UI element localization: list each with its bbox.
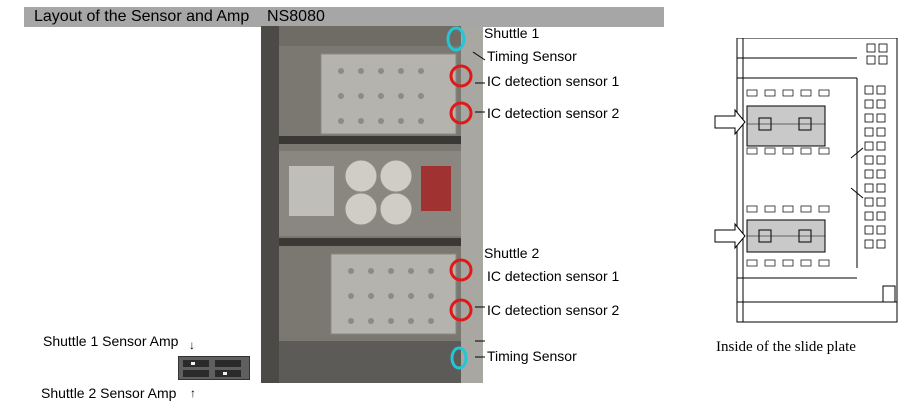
sensor-amp-photo [178, 356, 250, 380]
timing-sensor-2-label: Timing Sensor [487, 348, 577, 364]
shuttle-2-timing-marker [450, 346, 468, 370]
ic-detection-sensor-2-upper-label: IC detection sensor 2 [487, 105, 620, 121]
down-arrow-icon: ↓ [189, 338, 195, 352]
timing-sensor-1-label: Timing Sensor [487, 48, 577, 64]
machine-photo [261, 26, 483, 383]
label-leader-lines [472, 51, 486, 358]
shuttle-1-timing-marker [446, 26, 466, 52]
title-banner: Layout of the Sensor and Amp NS8080 [24, 7, 664, 27]
shuttle-1-sensor-amp-label: Shuttle 1 Sensor Amp [43, 333, 179, 349]
ic-sensor-2-upper-marker [449, 101, 473, 125]
page-title: Layout of the Sensor and Amp NS8080 [34, 8, 325, 25]
shuttle-2-label: Shuttle 2 [484, 245, 540, 261]
machine-photo-drawing [261, 26, 483, 383]
ic-sensor-1-lower-marker [449, 258, 473, 282]
ic-sensor-1-upper-marker [449, 64, 473, 88]
ic-detection-sensor-1-lower-label: IC detection sensor 1 [487, 268, 620, 284]
up-arrow-icon: ↑ [190, 386, 196, 400]
ic-detection-sensor-1-upper-label: IC detection sensor 1 [487, 73, 620, 89]
shuttle-1-label: Shuttle 1 [484, 25, 540, 41]
sensor-amp-drawing [183, 360, 241, 377]
slide-plate-diagram [714, 38, 898, 323]
ic-sensor-2-lower-marker [449, 298, 473, 322]
shuttle-2-sensor-amp-label: Shuttle 2 Sensor Amp [41, 385, 177, 401]
diagram-caption: Inside of the slide plate [716, 339, 856, 355]
ic-detection-sensor-2-lower-label: IC detection sensor 2 [487, 302, 620, 318]
